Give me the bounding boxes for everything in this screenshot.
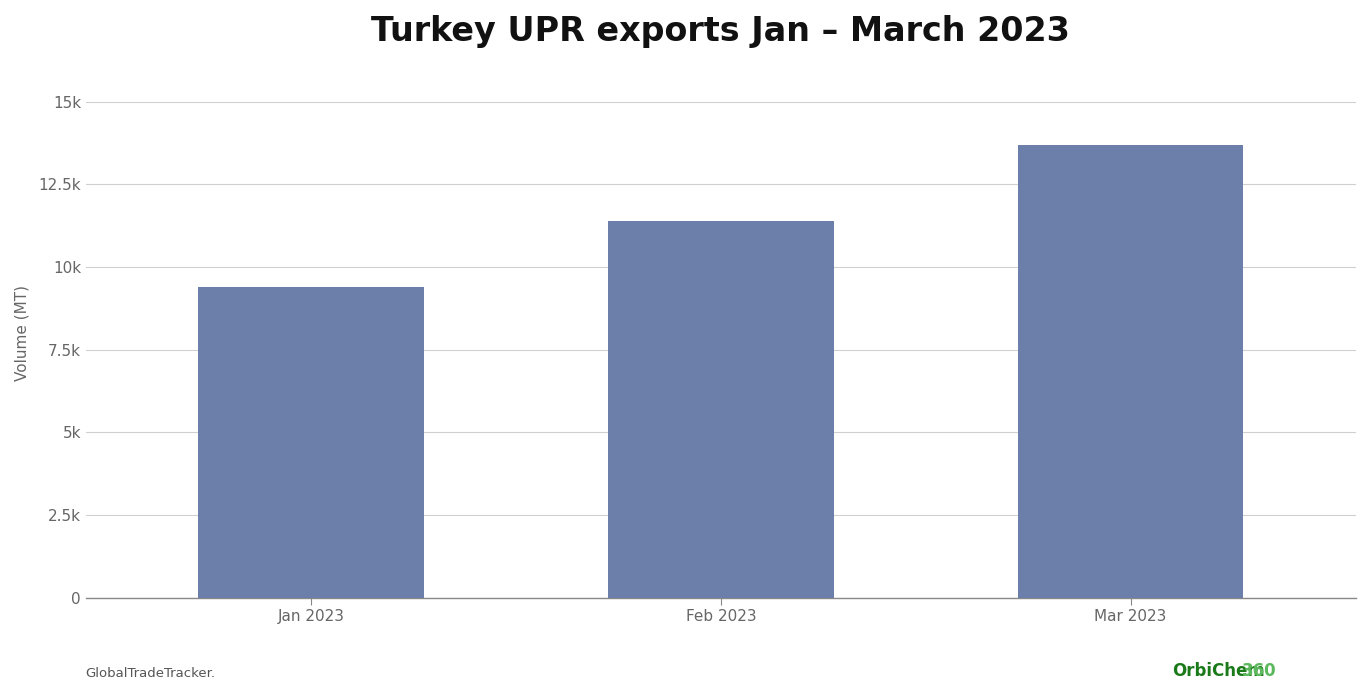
Text: GlobalTradeTracker.: GlobalTradeTracker.	[85, 667, 215, 680]
Bar	[199, 287, 424, 598]
Text: OrbiChem: OrbiChem	[1172, 662, 1265, 680]
Y-axis label: Volume (MT): Volume (MT)	[15, 285, 30, 381]
Bar	[1019, 145, 1243, 598]
Bar	[609, 221, 834, 598]
Text: 360: 360	[1242, 662, 1276, 680]
Title: Turkey UPR exports Jan – March 2023: Turkey UPR exports Jan – March 2023	[372, 15, 1071, 48]
